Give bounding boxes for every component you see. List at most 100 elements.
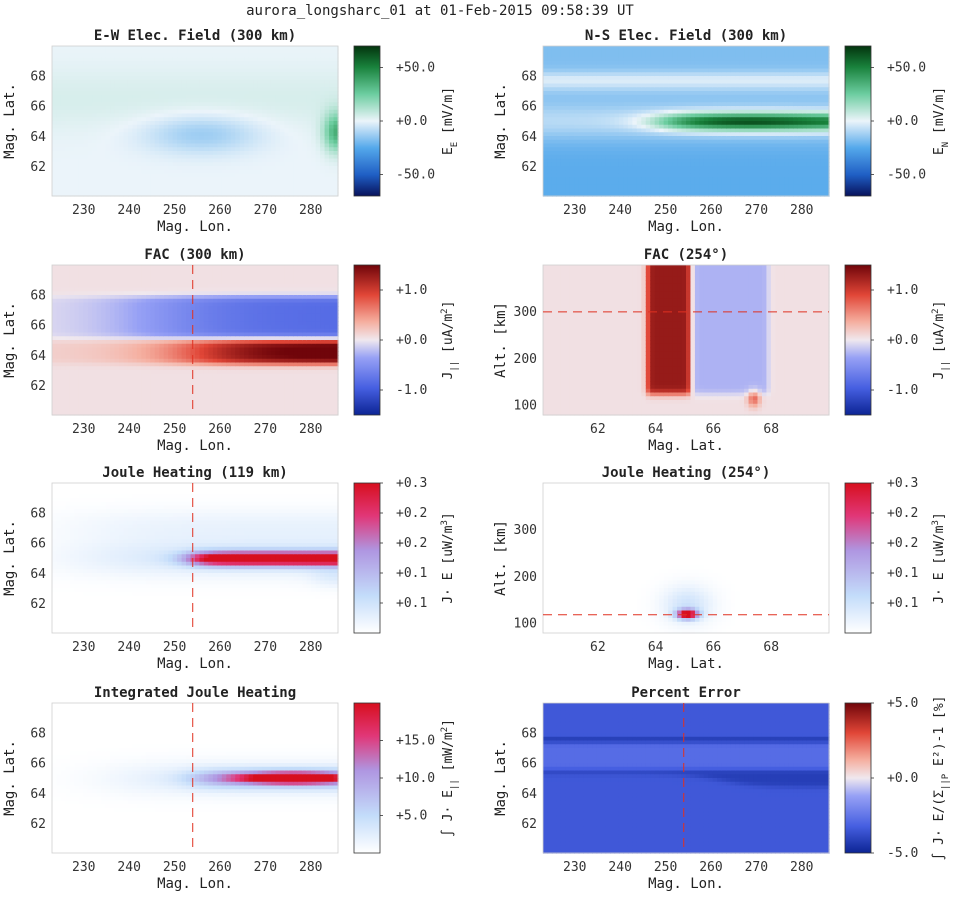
colorbar-tick-label: +50.0	[887, 60, 926, 75]
colorbar-tick-label: +0.0	[887, 333, 918, 348]
x-tick-label: 230	[72, 203, 95, 218]
colorbar-tick-label: +0.1	[396, 566, 427, 581]
colorbar	[844, 45, 872, 197]
colorbar-tick-label: +5.0	[396, 809, 427, 824]
panel-ew: E-W Elec. Field (300 km) 230 240 250 260 270 2…	[2, 28, 460, 235]
colorbar-tick-label: -1.0	[396, 383, 427, 398]
y-tick-label: 66	[30, 757, 46, 772]
colorbar-label: J|| [uA/m2]	[931, 301, 951, 380]
x-tick-label: 66	[706, 422, 722, 437]
y-tick-label: 68	[30, 726, 46, 741]
colorbar-tick-label: +0.0	[887, 771, 918, 786]
x-tick-label: 250	[163, 640, 186, 655]
x-tick-label: 62	[590, 640, 606, 655]
x-tick-label: 270	[254, 860, 277, 875]
panel-fac: FAC (300 km) 230 240 250 260 270 280 62 64 66 68 Ma…	[2, 247, 460, 454]
y-tick-label: 64	[30, 349, 46, 364]
panel-perr: Percent Error 230 240 250 260 270 280 62 64 66 68 M…	[493, 685, 951, 892]
x-tick-label: 260	[208, 422, 231, 437]
y-tick-label: 68	[30, 506, 46, 521]
colorbar-tick-label: +0.1	[887, 596, 918, 611]
colorbar-tick-label: +1.0	[887, 283, 918, 298]
x-tick-label: 250	[654, 203, 677, 218]
x-tick-label: 240	[117, 203, 140, 218]
colorbar-tick-label: +0.2	[396, 536, 427, 551]
colorbar-tick-label: +15.0	[396, 734, 435, 749]
y-axis-label: Mag. Lat.	[2, 520, 18, 596]
x-axis-label: Mag. Lat.	[648, 438, 724, 454]
y-tick-label: 68	[30, 288, 46, 303]
plot-frame	[51, 702, 339, 854]
y-axis-label: Mag. Lat.	[2, 83, 18, 159]
colorbar-tick-label: +5.0	[887, 696, 918, 711]
panel-title: Joule Heating (254°)	[602, 465, 771, 481]
x-tick-label: 280	[299, 640, 322, 655]
x-tick-label: 64	[648, 640, 664, 655]
colorbar-tick-label: +10.0	[396, 771, 435, 786]
x-tick-label: 280	[299, 422, 322, 437]
x-tick-label: 260	[208, 203, 231, 218]
plot-frame	[542, 45, 830, 197]
x-tick-label: 280	[299, 860, 322, 875]
colorbar-tick-label: +0.0	[396, 333, 427, 348]
colorbar	[844, 482, 872, 634]
x-tick-label: 260	[699, 860, 722, 875]
y-tick-label: 62	[30, 597, 46, 612]
heatmap-image	[543, 265, 830, 416]
y-tick-label: 62	[521, 160, 537, 175]
plot-frame	[51, 264, 339, 416]
colorbar	[353, 482, 381, 634]
panel-jh_alt: Joule Heating (254°) 62 64 66 68 100 200 300 Mag…	[493, 465, 947, 672]
colorbar-tick-label: -50.0	[887, 168, 926, 183]
figure-suptitle: aurora_longsharc_01 at 01-Feb-2015 09:58…	[246, 3, 634, 19]
colorbar-tick-label: +0.3	[887, 476, 918, 491]
colorbar	[844, 702, 872, 854]
heatmap-image	[543, 46, 830, 197]
colorbar-label: ∫ J· E|| [mW/m2]	[440, 719, 460, 837]
panel-fac_alt: FAC (254°) 62 64 66 68 100 200 300 Mag. Lat. Alt.…	[493, 247, 951, 454]
y-tick-label: 68	[521, 69, 537, 84]
x-tick-label: 250	[163, 422, 186, 437]
colorbar-tick-label: -1.0	[887, 383, 918, 398]
colorbar	[353, 702, 381, 854]
colorbar-tick-label: +0.0	[887, 114, 918, 129]
y-tick-label: 64	[30, 130, 46, 145]
y-tick-label: 64	[30, 567, 46, 582]
y-tick-label: 66	[521, 100, 537, 115]
colorbar-tick-label: +0.2	[887, 536, 918, 551]
x-axis-label: Mag. Lon.	[648, 876, 724, 892]
colorbar-tick-label: +0.3	[396, 476, 427, 491]
svg-text:EE [mV/m]: EE [mV/m]	[441, 87, 460, 155]
y-tick-label: 62	[30, 379, 46, 394]
x-tick-label: 230	[72, 422, 95, 437]
x-axis-label: Mag. Lat.	[648, 656, 724, 672]
heatmap-image	[52, 483, 339, 634]
colorbar-tick-label: +0.1	[396, 596, 427, 611]
y-tick-label: 64	[521, 787, 537, 802]
plot-frame	[542, 264, 830, 416]
y-tick-label: 62	[30, 160, 46, 175]
y-tick-label: 66	[30, 100, 46, 115]
plot-frame	[51, 45, 339, 197]
y-axis-label: Mag. Lat.	[2, 302, 18, 378]
x-tick-label: 64	[648, 422, 664, 437]
colorbar-tick-label: +0.0	[396, 114, 427, 129]
heatmap-image	[543, 483, 830, 634]
colorbar-tick-label: -5.0	[887, 846, 918, 861]
x-tick-label: 250	[163, 860, 186, 875]
x-tick-label: 230	[72, 640, 95, 655]
x-tick-label: 280	[790, 203, 813, 218]
colorbar	[353, 45, 381, 197]
x-tick-label: 240	[117, 640, 140, 655]
y-tick-label: 100	[514, 617, 537, 632]
y-tick-label: 62	[30, 817, 46, 832]
panel-ns: N-S Elec. Field (300 km) 230 240 250 260 270 2…	[493, 28, 951, 235]
x-tick-label: 260	[208, 860, 231, 875]
x-tick-label: 68	[763, 640, 779, 655]
y-tick-label: 300	[514, 305, 537, 320]
x-tick-label: 240	[608, 860, 631, 875]
colorbar-tick-label: +50.0	[396, 60, 435, 75]
heatmap-image	[52, 265, 339, 416]
colorbar	[353, 264, 381, 416]
